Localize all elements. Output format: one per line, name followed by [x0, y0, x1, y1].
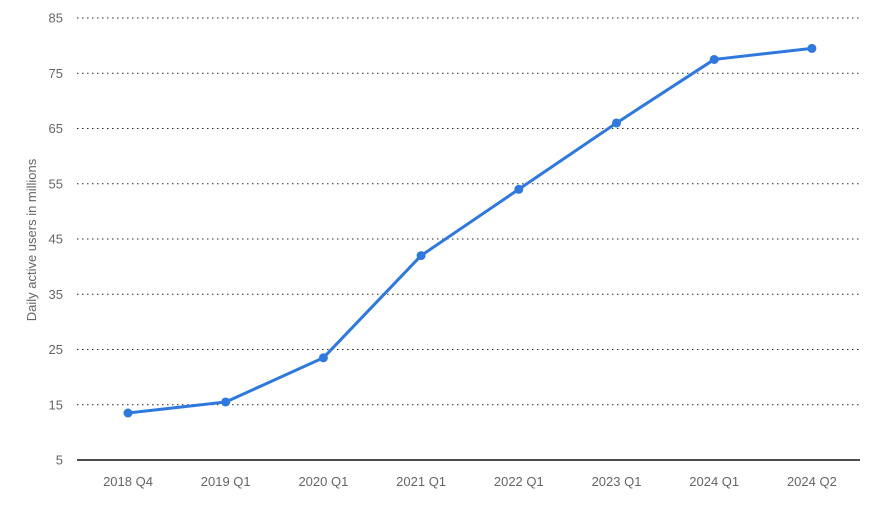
series-line [126, 46, 814, 415]
data-point[interactable] [807, 43, 817, 53]
y-tick-label: 65 [49, 121, 63, 136]
x-tick-labels: 2018 Q4 2019 Q1 2020 Q1 2021 Q1 2022 Q1 2023 … [103, 474, 837, 489]
data-point[interactable] [416, 251, 426, 261]
y-tick-label: 55 [49, 176, 63, 191]
data-point[interactable] [612, 118, 621, 128]
y-tick-label: 75 [49, 66, 63, 81]
data-point[interactable] [514, 184, 524, 194]
y-tick-label: 85 [49, 11, 63, 26]
x-tick-label: 2019 Q1 [201, 474, 251, 489]
data-point[interactable] [318, 353, 328, 363]
x-tick-label: 2020 Q1 [298, 474, 348, 489]
x-tick-label: 2022 Q1 [494, 474, 544, 489]
data-point[interactable] [709, 54, 719, 64]
data-point[interactable] [123, 408, 133, 418]
series-layer [123, 43, 817, 418]
y-tick-label: 15 [49, 397, 63, 412]
x-tick-label: 2021 Q1 [396, 474, 446, 489]
y-tick-label: 45 [49, 232, 63, 247]
y-tick-labels: 5 15 25 35 45 55 65 75 85 [49, 11, 63, 468]
x-tick-label: 2024 Q1 [689, 474, 739, 489]
x-tick-label: 2024 Q2 [787, 474, 837, 489]
data-point[interactable] [221, 397, 231, 407]
y-tick-label: 25 [49, 342, 63, 357]
y-axis-label: Daily active users in millions [24, 158, 39, 321]
grid-layer [77, 17, 860, 406]
x-tick-label: 2023 Q1 [592, 474, 642, 489]
y-tick-label: 35 [49, 287, 63, 302]
x-tick-label: 2018 Q4 [103, 474, 153, 489]
y-tick-label: 5 [56, 453, 63, 468]
